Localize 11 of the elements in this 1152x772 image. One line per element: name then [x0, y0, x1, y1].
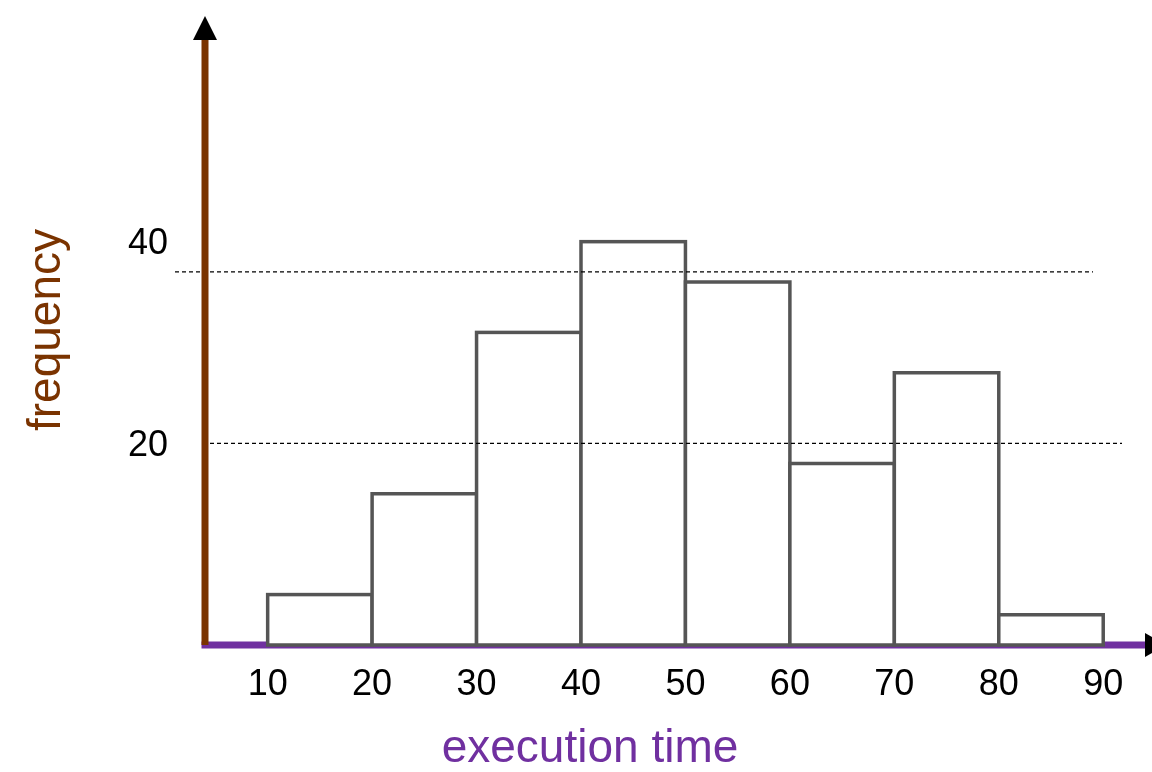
- x-tick-label: 50: [665, 662, 706, 703]
- y-axis-title: frequency: [18, 228, 70, 432]
- x-tick-label: 40: [560, 662, 602, 703]
- x-tick-label: 10: [247, 662, 288, 703]
- x-axis-title: execution time: [441, 720, 739, 772]
- x-tick-label: 80: [978, 662, 1019, 703]
- x-tick-label: 30: [456, 662, 497, 703]
- x-tick-label: 90: [1083, 662, 1124, 703]
- x-tick-label: 20: [352, 662, 393, 703]
- x-tick-label: 60: [769, 662, 810, 703]
- x-tick-label: 70: [874, 662, 915, 703]
